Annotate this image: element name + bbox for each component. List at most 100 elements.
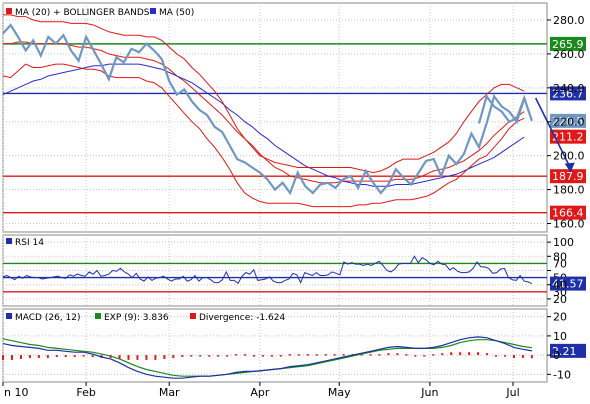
forecast-arrow-head	[564, 162, 575, 173]
divergence-bar	[235, 354, 238, 356]
series-ma-50-	[2, 63, 525, 187]
divergence-bar	[333, 354, 336, 356]
x-tick-label: Mar	[159, 386, 180, 399]
divergence-bar	[270, 355, 273, 357]
rsi-current-tag-label: 41.57	[552, 278, 584, 291]
macd-tick-label: 20	[553, 311, 567, 324]
macd-tick-label: -10	[553, 368, 571, 381]
current-tag-1-box	[550, 129, 586, 144]
divergence-bar	[477, 352, 480, 356]
divergence-bar	[288, 354, 291, 356]
price-legend-text: MA (50)	[159, 8, 194, 18]
rsi-line	[2, 255, 533, 285]
x-tick-label: Feb	[76, 386, 95, 399]
rsi-level-label-0: 70	[553, 257, 567, 270]
price-tick-label: 240.0	[553, 82, 585, 95]
divergence-bar	[261, 355, 264, 357]
divergence-bar	[468, 352, 471, 356]
divergence-bar	[208, 355, 211, 357]
divergence-bar	[73, 355, 76, 358]
level-tag-1-box	[550, 86, 586, 101]
rsi-tick-label: 40	[553, 279, 567, 292]
forecast-arrow-shaft	[534, 97, 571, 167]
divergence-bar	[521, 355, 524, 358]
divergence-bar	[10, 355, 13, 360]
macd-legend-swatch	[6, 313, 12, 319]
divergence-bar	[172, 355, 175, 358]
level-tag-3-box	[550, 205, 586, 220]
macd-legend-swatch	[95, 313, 101, 319]
x-tick-label: Jun	[420, 386, 438, 399]
rsi-legend-swatch	[6, 238, 12, 244]
divergence-bar	[369, 354, 372, 356]
divergence-bar	[387, 353, 390, 356]
price-line	[2, 23, 526, 196]
divergence-bar	[279, 355, 282, 357]
divergence-bar	[244, 354, 247, 356]
macd-legend-swatch	[190, 313, 196, 319]
price-legend-text: MA (20) + BOLLINGER BANDS	[15, 8, 150, 18]
x-tick-label: Apr	[250, 386, 270, 399]
rsi-tick-label: 20	[553, 293, 567, 306]
divergence-bar	[405, 354, 408, 356]
divergence-bar	[432, 354, 435, 356]
divergence-bar	[118, 355, 121, 359]
rsi-panel: 70503041.57	[2, 255, 586, 299]
divergence-bar	[306, 354, 309, 356]
level-tag-0-label: 265.9	[552, 38, 584, 51]
series-upper-band	[3, 14, 525, 174]
macd-current-tag-box	[550, 343, 586, 358]
level-tag-2-label: 187.9	[552, 170, 584, 183]
level-tag-1-label: 236.7	[552, 87, 584, 100]
price-tick-label: 200.0	[553, 150, 585, 163]
current-tag-0-label: 220.5	[552, 115, 584, 128]
price-tick-label: 260.0	[553, 48, 585, 61]
macd-frame	[2, 308, 548, 383]
level-tag-2-box	[550, 169, 586, 184]
divergence-bar	[252, 355, 255, 357]
divergence-bar	[530, 355, 533, 359]
divergence-bar	[55, 355, 58, 358]
current-tag-0-box	[550, 113, 586, 128]
price-panel: 265.9 236.7 187.9 166.4 220.5 211.2	[2, 14, 586, 220]
level-tag-3-label: 166.4	[552, 207, 584, 220]
divergence-bar	[19, 355, 22, 359]
panel-frames	[2, 2, 548, 383]
rsi-current-tag-box	[550, 276, 586, 291]
price-line-tail	[477, 93, 533, 124]
divergence-bar	[154, 355, 157, 360]
price-tick-label: 180.0	[553, 184, 585, 197]
series-lower-band	[2, 63, 525, 208]
divergence-bar	[145, 355, 148, 360]
divergence-bar	[82, 355, 85, 357]
x-tick-label: n 10	[4, 386, 28, 399]
price-legend-swatch	[150, 8, 156, 14]
current-tag-1-label: 211.2	[552, 131, 584, 144]
price-tick-label: 160.0	[553, 218, 585, 231]
x-tick-label: May	[328, 386, 351, 399]
macd-legend-text: EXP (9): 3.836	[104, 313, 169, 323]
divergence-bar	[512, 355, 515, 358]
divergence-bar	[199, 355, 202, 357]
divergence-bar	[423, 355, 426, 357]
rsi-tick-label: 80	[553, 250, 567, 263]
macd-tick-label: 10	[553, 330, 567, 343]
macd-legend-text: MACD (26, 12)	[15, 313, 81, 323]
divergence-bar	[342, 354, 345, 356]
divergence-bar	[297, 354, 300, 356]
divergence-bar	[450, 352, 453, 356]
macd-current-tag-label: 2.21	[552, 345, 577, 358]
divergence-bar	[46, 355, 49, 358]
divergence-bar	[486, 353, 489, 356]
level-tag-0-box	[550, 36, 586, 51]
divergence-bar	[226, 355, 229, 357]
divergence-bar	[459, 352, 462, 356]
divergence-bar	[396, 353, 399, 356]
price-tick-label: 280.0	[553, 14, 585, 27]
divergence-bar	[91, 355, 94, 358]
divergence-bar	[190, 355, 193, 357]
divergence-bar	[127, 355, 130, 360]
price-frame	[2, 2, 548, 233]
